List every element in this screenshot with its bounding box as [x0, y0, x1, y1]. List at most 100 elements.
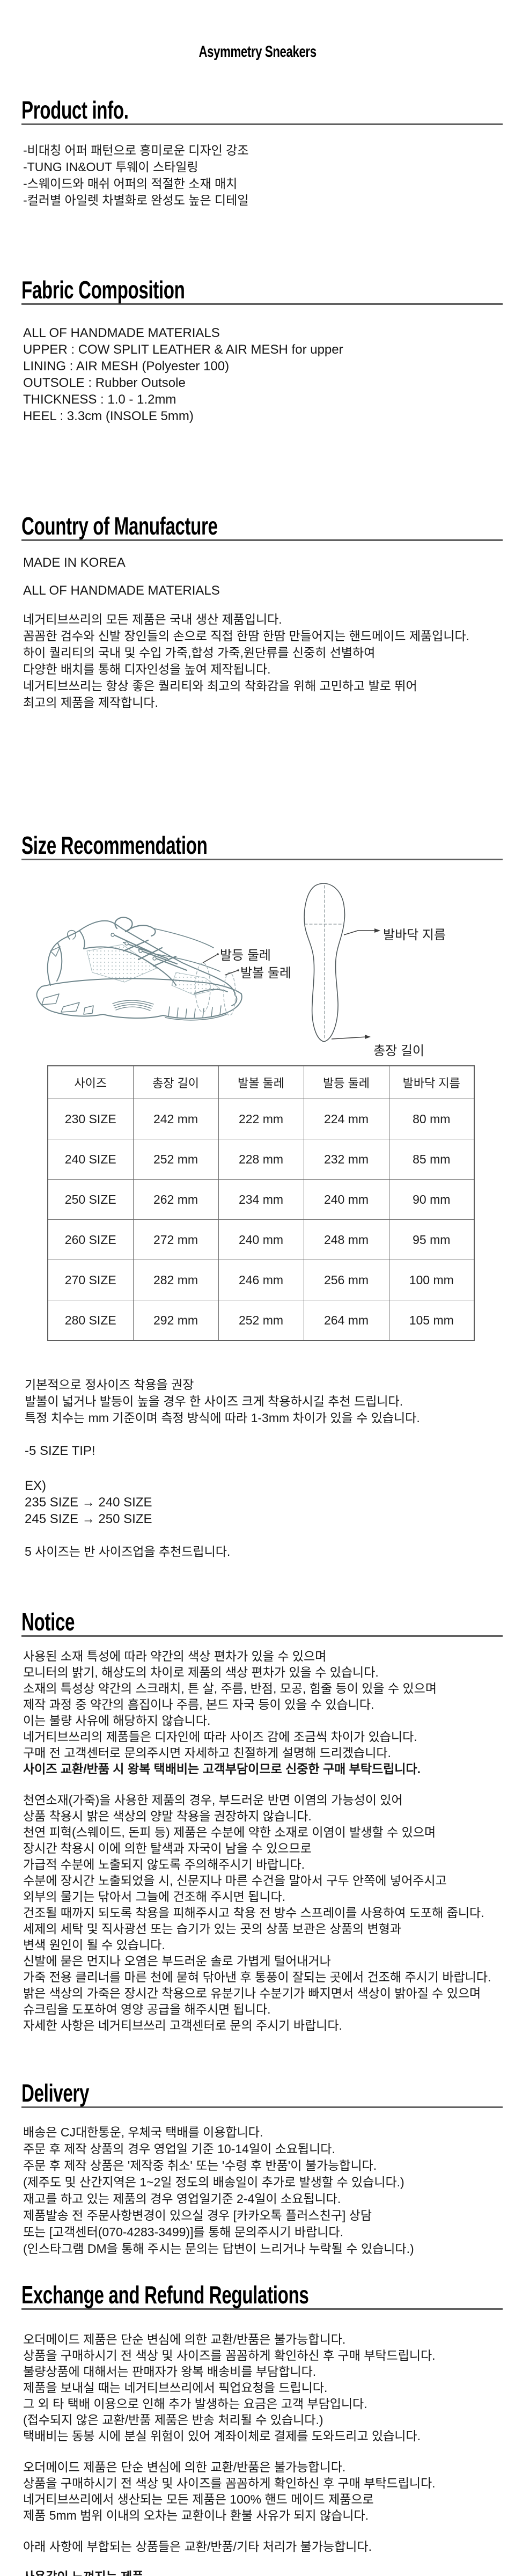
notice-heading-text: Notice	[21, 1608, 75, 1636]
fabric-line: ALL OF HANDMADE MATERIALS	[23, 326, 220, 340]
size-note-line: 기본적으로 정사이즈 착용을 권장	[25, 1378, 194, 1392]
instep-girth-label: 발등 둘레	[220, 948, 271, 963]
country-summary: MADE IN KOREA ALL OF HANDMADE MATERIALS	[23, 554, 503, 599]
notice-heading: Notice	[21, 1608, 503, 1636]
table-row: 250 SIZE 262 mm 234 mm 240 mm 90 mm	[47, 1179, 475, 1220]
table-row: 230 SIZE 242 mm 222 mm 224 mm 80 mm	[47, 1099, 475, 1139]
restricted-item-line: 사용감이 느껴지는 제품	[23, 2568, 503, 2576]
exchange-line: 상품을 구매하시기 전 색상 및 사이즈를 꼼꼼하게 확인하신 후 구매 부탁드…	[23, 2476, 436, 2490]
table-row: 240 SIZE 252 mm 228 mm 232 mm 85 mm	[47, 1139, 475, 1180]
notice-line: 건조될 때까지 되도록 착용을 피해주시고 착용 전 방수 스프레이를 사용하여…	[23, 1906, 484, 1920]
delivery-line: 재고를 하고 있는 제품의 경우 영업일기준 2-4일이 소요됩니다.	[23, 2192, 341, 2206]
size-table-body: 230 SIZE 242 mm 222 mm 224 mm 80 mm 240 …	[47, 1099, 475, 1341]
sole-width-label: 발바닥 지름	[383, 928, 446, 942]
table-cell: 252 mm	[133, 1139, 219, 1180]
delivery-line: 또는 [고객센터(070-4283-3499)]를 통해 문의주시기 바랍니다.	[23, 2225, 343, 2239]
delivery-line: (제주도 및 산간지역은 1~2일 정도의 배송일이 추가로 발생할 수 있습니…	[23, 2175, 404, 2189]
fabric-line: LINING : AIR MESH (Polyester 100)	[23, 359, 230, 374]
notice-line: 제작 과정 중 약간의 흠집이나 주름, 본드 자국 등이 있을 수 있습니다.	[23, 1697, 374, 1711]
notice-line: 천연소재(가죽)을 사용한 제품의 경우, 부드러운 반면 이염의 가능성이 있…	[23, 1793, 403, 1807]
exchange-paragraph-1: 오더메이드 제품은 단순 변심에 의한 교환/반품은 불가능합니다. 상품을 구…	[23, 2331, 503, 2444]
table-cell: 240 mm	[303, 1179, 389, 1220]
size-tip-line: EX)	[25, 1479, 47, 1493]
product-bullet: -컬러별 아일렛 차별화로 완성도 높은 디테일	[23, 193, 249, 207]
notice-line: 이는 불량 사유에 해당하지 않습니다.	[23, 1714, 211, 1728]
table-cell: 280 SIZE	[47, 1300, 134, 1341]
section-size: Size Recommendation	[21, 833, 503, 1585]
fabric-line: UPPER : COW SPLIT LEATHER & AIR MESH for…	[23, 342, 343, 357]
table-cell: 234 mm	[218, 1179, 304, 1220]
fabric-line: OUTSOLE : Rubber Outsole	[23, 376, 186, 390]
table-cell: 240 mm	[218, 1219, 304, 1260]
table-cell: 95 mm	[388, 1219, 475, 1260]
exchange-line: 불량상품에 대해서는 판매자가 왕복 배송비를 부담합니다.	[23, 2365, 317, 2379]
exchange-line: 아래 사항에 부합되는 상품들은 교환/반품/기타 처리가 불가능합니다.	[23, 2540, 372, 2553]
size-tip-line: 245 SIZE → 250 SIZE	[25, 1512, 152, 1526]
exchange-line: 상품을 구매하시기 전 색상 및 사이즈를 꼼꼼하게 확인하신 후 구매 부탁드…	[23, 2348, 436, 2362]
table-cell: 224 mm	[303, 1099, 389, 1139]
table-row: 270 SIZE 282 mm 246 mm 256 mm 100 mm	[47, 1260, 475, 1300]
notice-line: 자세한 사항은 네거티브쓰리 고객센터로 문의 주시기 바랍니다.	[23, 2018, 342, 2032]
table-cell: 272 mm	[133, 1219, 219, 1260]
delivery-heading: Delivery	[21, 2081, 503, 2105]
delivery-line: 배송은 CJ대한통운, 우체국 택배를 이용합니다.	[23, 2125, 263, 2139]
size-table-header-row: 사이즈 총장 길이 발볼 둘레 발등 둘레 발바닥 지름	[47, 1065, 475, 1099]
notice-line: 모니터의 밝기, 해상도의 차이로 제품의 색상 편차가 있을 수 있습니다.	[23, 1665, 379, 1679]
notice-line: 상품 착용시 밝은 색상의 양말 착용을 권장하지 않습니다.	[23, 1809, 312, 1823]
exchange-heading-text: Exchange and Refund Regulations	[21, 2281, 309, 2309]
table-cell: 90 mm	[388, 1179, 475, 1220]
size-tip-lines: EX) 235 SIZE → 240 SIZE 245 SIZE → 250 S…	[25, 1477, 152, 1527]
table-cell: 232 mm	[303, 1139, 389, 1180]
table-cell: 260 SIZE	[47, 1219, 134, 1260]
notice-paragraph-1: 사용된 소재 특성에 따라 약간의 색상 편차가 있을 수 있으며 모니터의 밝…	[23, 1648, 503, 1777]
delivery-line: 제품발송 전 주문사항변경이 있으실 경우 [카카오톡 플러스친구] 상담	[23, 2208, 372, 2222]
table-cell: 248 mm	[303, 1219, 389, 1260]
sneaker-line-art	[36, 917, 242, 1021]
ball-girth-label: 발볼 둘레	[240, 966, 291, 980]
product-info-heading: Product info.	[21, 98, 503, 122]
size-tip-title: -5 SIZE TIP!	[25, 1444, 95, 1458]
fabric-line: HEEL : 3.3cm (INSOLE 5mm)	[23, 409, 194, 423]
delivery-line: 주문 후 제작 상품의 경우 영업일 기준 10-14일이 소요됩니다.	[23, 2142, 335, 2156]
notice-line: 사용된 소재 특성에 따라 약간의 색상 편차가 있을 수 있으며	[23, 1649, 327, 1663]
section-delivery: Delivery 배송은 CJ대한통운, 우체국 택배를 이용합니다. 주문 후…	[21, 2081, 503, 2257]
notice-line: 슈크림을 도포하여 영양 공급을 해주시면 됩니다.	[23, 2002, 271, 2016]
exchange-line: 제품을 보내실 때는 네거티브쓰리에서 픽업요청을 드립니다.	[23, 2381, 328, 2395]
fabric-line: THICKNESS : 1.0 - 1.2mm	[23, 392, 176, 407]
table-cell: 222 mm	[218, 1099, 304, 1139]
table-cell: 228 mm	[218, 1139, 304, 1180]
table-cell: 262 mm	[133, 1179, 219, 1220]
heading-rule	[21, 859, 503, 860]
exchange-line: 네거티브쓰리에서 생산되는 모든 제품은 100% 핸드 메이드 제품으로	[23, 2492, 374, 2506]
length-label: 총장 길이	[373, 1044, 424, 1058]
fabric-lines: ALL OF HANDMADE MATERIALS UPPER : COW SP…	[23, 325, 503, 425]
country-line: 네거티브쓰리는 항상 좋은 퀄리티와 최고의 착화감을 위해 고민하고 발로 뛰…	[23, 679, 417, 693]
notice-line: 장시간 착용시 이에 의한 탈색과 자국이 남을 수 있으므로	[23, 1841, 312, 1855]
table-cell: 246 mm	[218, 1260, 304, 1300]
size-notes: 기본적으로 정사이즈 착용을 권장 발볼이 넓거나 발등이 높을 경우 한 사이…	[25, 1377, 420, 1426]
table-cell: 80 mm	[388, 1099, 475, 1139]
size-table-header: 발볼 둘레	[218, 1065, 304, 1099]
notice-line: 가급적 수분에 노출되지 않도록 주의해주시기 바랍니다.	[23, 1857, 305, 1871]
table-cell: 240 SIZE	[47, 1139, 134, 1180]
notice-line: 천연 피혁(스웨이드, 돈피 등) 제품은 수분에 약한 소재로 이염이 발생할…	[23, 1825, 436, 1839]
product-info-bullets: -비대칭 어퍼 패턴으로 흥미로운 디자인 강조 -TUNG IN&OUT 투웨…	[23, 142, 503, 209]
product-bullet: -스웨이드와 매쉬 어퍼의 적절한 소재 매치	[23, 177, 238, 191]
notice-line: 소재의 특성상 약간의 스크래치, 튼 살, 주름, 반점, 모공, 힘줄 등이…	[23, 1681, 437, 1695]
heading-rule	[21, 539, 503, 541]
delivery-lines: 배송은 CJ대한통운, 우체국 택배를 이용합니다. 주문 후 제작 상품의 경…	[23, 2124, 503, 2257]
size-diagram: 발등 둘레 발볼 둘레 발바닥 지름 총장 길이	[0, 864, 515, 1064]
section-notice: Notice 사용된 소재 특성에 따라 약간의 색상 편차가 있을 수 있으며…	[21, 1608, 503, 2033]
notice-line: 변색 원인이 될 수 있습니다.	[23, 1938, 165, 1952]
section-country: Country of Manufacture MADE IN KOREA ALL…	[21, 514, 503, 711]
fabric-heading-text: Fabric Composition	[21, 276, 185, 304]
exchange-restricted-items: 사용감이 느껴지는 제품	[23, 2568, 503, 2576]
size-note-line: 특정 치수는 mm 기준이며 측정 방식에 따라 1-3mm 차이가 있을 수 …	[25, 1411, 420, 1425]
size-heading: Size Recommendation	[21, 833, 503, 858]
country-line: 네거티브쓰리의 모든 제품은 국내 생산 제품입니다.	[23, 612, 282, 626]
fabric-heading: Fabric Composition	[21, 276, 503, 304]
heading-rule	[21, 1635, 503, 1637]
notice-line: 가죽 전용 클리너를 마른 천에 묻혀 닦아낸 후 통풍이 잘되는 곳에서 건조…	[23, 1970, 491, 1984]
product-bullet: -비대칭 어퍼 패턴으로 흥미로운 디자인 강조	[23, 143, 249, 157]
exchange-line: (접수되지 않은 교환/반품 제품은 반송 처리될 수 있습니다.)	[23, 2413, 323, 2427]
